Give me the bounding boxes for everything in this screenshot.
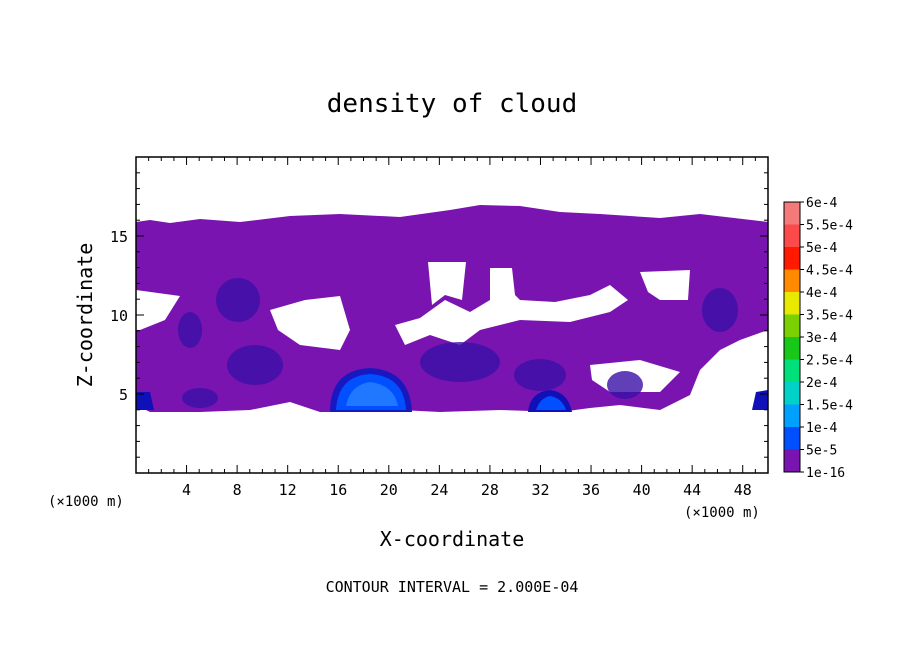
colorbar-label: 1.5e-4 [806,399,853,414]
x-tick-label: 32 [531,481,549,499]
colorbar-swatch [784,224,800,247]
y-tick-label: 5 [119,386,128,404]
colorbar-swatch [784,247,800,270]
x-tick-label: 44 [683,481,701,499]
contour-interval-note: CONTOUR INTERVAL = 2.000E-04 [326,578,579,596]
x-tick-label: 28 [481,481,499,499]
colorbar-label: 1e-16 [806,466,845,481]
x-tick-label: 24 [430,481,448,499]
colorbar-label: 5e-4 [806,241,837,256]
x-axis-label: X-coordinate [380,527,525,551]
y-tick-label: 15 [110,228,128,246]
x-tick-label: 4 [182,481,191,499]
colorbar-label: 3e-4 [806,331,837,346]
colorbar-swatch [784,382,800,405]
colorbar-label: 4.5e-4 [806,264,853,279]
colorbar-swatch [784,269,800,292]
colorbar-label: 5e-5 [806,444,837,459]
colorbar-swatch [784,314,800,337]
chart-title: density of cloud [327,89,577,119]
colorbar-swatch [784,449,800,472]
x-tick-label: 40 [633,481,651,499]
x-tick-label: 12 [279,481,297,499]
colorbar-swatch [784,292,800,315]
colorbar-label: 5.5e-4 [806,219,853,234]
colorbar-swatch [784,202,800,225]
cloud-field [136,205,768,412]
colorbar-label: 2.5e-4 [806,354,853,369]
colorbar-label: 4e-4 [806,286,837,301]
y-ticks: 5 10 15 [110,172,768,458]
cloud-gap [428,262,466,305]
colorbar-swatch [784,337,800,360]
cloud-gap [270,296,350,350]
colorbar-label: 3.5e-4 [806,309,853,324]
colorbar-swatch [784,404,800,427]
cloud-gap [395,268,628,345]
colorbar-label: 6e-4 [806,196,837,211]
x-unit-left: (×1000 m) [48,494,124,510]
x-tick-label: 8 [233,481,242,499]
x-tick-label: 16 [329,481,347,499]
cloud-gap [640,270,690,300]
x-tick-label: 48 [734,481,752,499]
cloud-cores [178,278,738,408]
cloud-core-strong [136,368,768,412]
x-tick-label: 36 [582,481,600,499]
x-ticks: 4 8 12 16 20 24 28 32 36 40 44 48 [148,157,756,499]
colorbar-label: 1e-4 [806,421,837,436]
colorbar-label: 2e-4 [806,376,837,391]
x-unit-right: (×1000 m) [684,505,760,521]
y-tick-label: 10 [110,307,128,325]
x-tick-label: 20 [380,481,398,499]
colorbar: 6e-4 5.5e-4 5e-4 4.5e-4 4e-4 3.5e-4 3e-4 2.5e-4… [783,196,853,481]
y-axis-label: Z-coordinate [73,243,97,388]
colorbar-swatch [784,359,800,382]
cloud-gap [136,290,180,330]
colorbar-swatch [784,427,800,450]
